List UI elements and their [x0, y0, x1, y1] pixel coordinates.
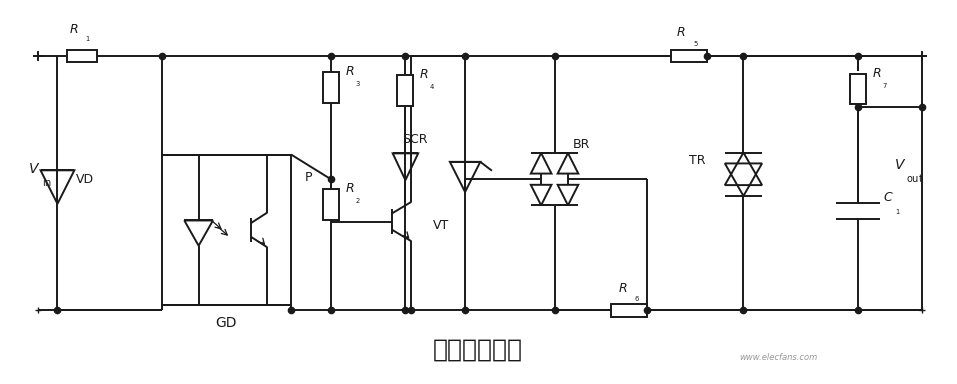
- Text: $\rm{out}$: $\rm{out}$: [905, 172, 924, 184]
- Bar: [323, 189, 339, 220]
- Bar: [323, 72, 339, 103]
- Bar: [397, 75, 413, 106]
- Text: $R$: $R$: [345, 65, 354, 78]
- Text: $R$: $R$: [676, 26, 685, 39]
- Text: BR: BR: [573, 137, 590, 151]
- Text: GD: GD: [215, 316, 237, 330]
- Text: 继电器原理图: 继电器原理图: [433, 338, 523, 362]
- Text: www.elecfans.com: www.elecfans.com: [739, 353, 817, 362]
- Text: VT: VT: [434, 219, 450, 232]
- Text: $R$: $R$: [419, 68, 429, 81]
- Text: $_1$: $_1$: [85, 34, 91, 44]
- Text: $_5$: $_5$: [693, 39, 699, 49]
- Bar: [612, 304, 647, 317]
- Text: $_2$: $_2$: [355, 196, 361, 206]
- Text: $_4$: $_4$: [430, 82, 435, 92]
- Text: $R$: $R$: [872, 67, 881, 80]
- Text: $_1$: $_1$: [895, 207, 901, 217]
- Text: P: P: [305, 171, 313, 184]
- Text: $\rm{in}$: $\rm{in}$: [42, 176, 53, 188]
- Text: $_7$: $_7$: [881, 81, 887, 91]
- Text: $R$: $R$: [618, 281, 628, 295]
- Bar: [671, 50, 706, 63]
- Text: $R$: $R$: [345, 182, 354, 195]
- Text: $_6$: $_6$: [634, 294, 640, 304]
- Bar: [850, 74, 866, 104]
- Text: $_3$: $_3$: [355, 79, 361, 89]
- Text: $V$: $V$: [895, 158, 906, 172]
- Text: VD: VD: [77, 173, 95, 186]
- Text: $V$: $V$: [29, 162, 41, 176]
- Text: $R$: $R$: [69, 23, 78, 36]
- Bar: [67, 50, 98, 62]
- Text: SCR: SCR: [403, 133, 428, 146]
- Text: $C$: $C$: [882, 191, 893, 204]
- Bar: [162, 154, 291, 305]
- Text: TR: TR: [689, 154, 706, 167]
